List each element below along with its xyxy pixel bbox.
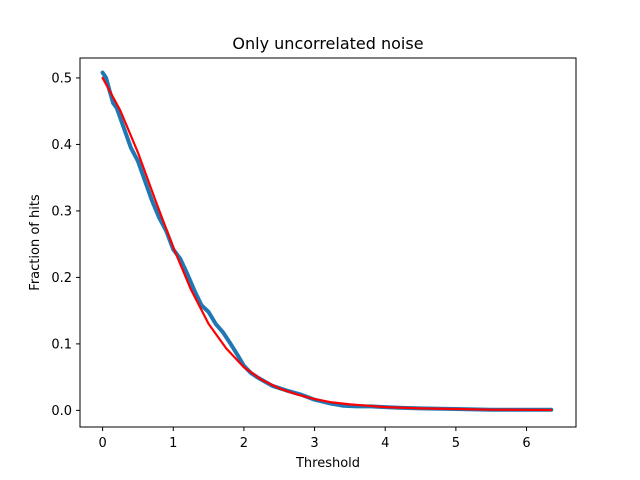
x-axis-ticks: 0 1 2 3 4 5 6 (98, 427, 531, 451)
x-tick-label: 1 (169, 436, 177, 451)
plot-border (79, 57, 577, 428)
x-tick-label: 0 (98, 436, 106, 451)
x-tick-label: 4 (381, 436, 389, 451)
x-tick-label: 5 (452, 436, 460, 451)
plot-frame (80, 58, 576, 427)
y-axis-label: Fraction of hits (28, 194, 43, 291)
x-tick-label: 2 (240, 436, 248, 451)
plot-area (79, 57, 577, 428)
x-tick-label: 3 (310, 436, 318, 451)
x-tick-label: 6 (522, 436, 530, 451)
series-line-2 (101, 76, 553, 412)
y-tick-label: 0.3 (51, 204, 72, 219)
y-tick-label: 0.0 (51, 404, 72, 419)
y-axis-ticks: 0.0 0.1 0.2 0.3 0.4 0.5 (51, 71, 80, 419)
y-tick-label: 0.2 (51, 271, 72, 286)
series-layer (100, 70, 554, 412)
y-tick-label: 0.4 (51, 138, 72, 153)
x-axis-label: Threshold (295, 456, 360, 471)
y-tick-label: 0.1 (51, 337, 72, 352)
y-tick-label: 0.5 (51, 71, 72, 86)
chart-title: Only uncorrelated noise (232, 34, 423, 53)
